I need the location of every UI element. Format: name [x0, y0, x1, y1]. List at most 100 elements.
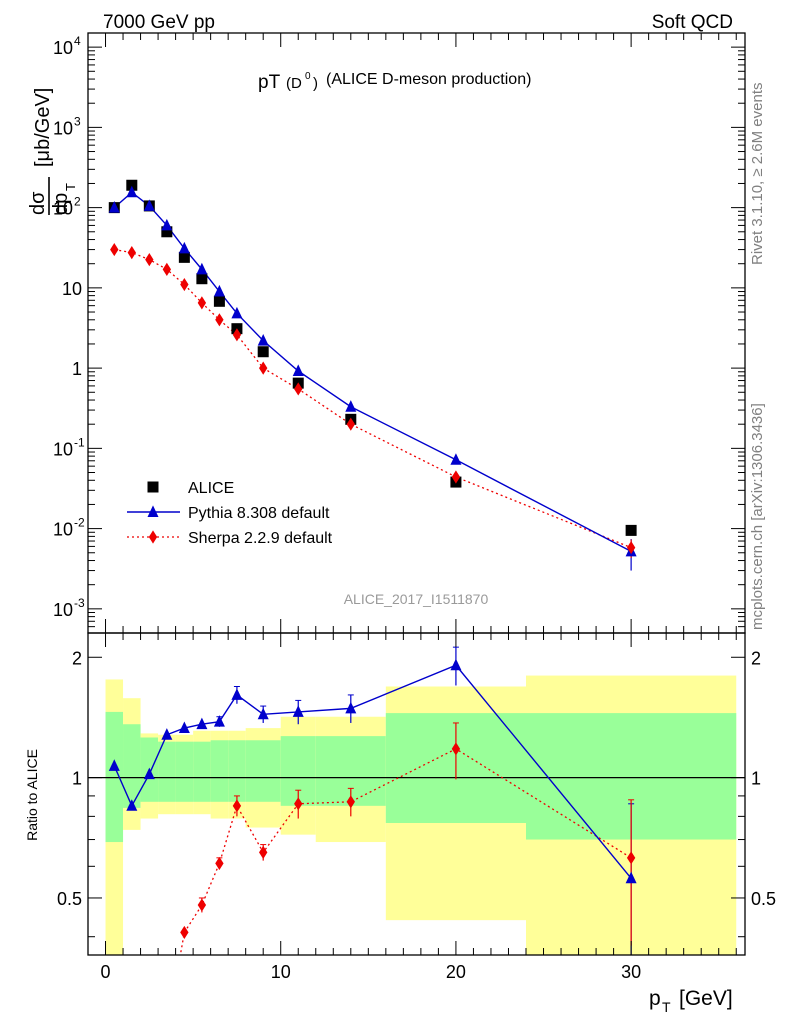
pythia-point [292, 364, 304, 376]
sherpa-point [259, 361, 268, 375]
sherpa-ratio-point [232, 799, 242, 813]
pythia-point [196, 262, 208, 275]
alice-point [178, 251, 190, 263]
ylabel-denominator: dp [50, 193, 72, 215]
pythia-point [126, 185, 138, 198]
y-tick-label-exponent: 3 [74, 114, 81, 128]
pythia-ratio-point [126, 799, 138, 811]
alice-point [257, 346, 269, 358]
legend-label: Pythia 8.308 default [188, 505, 330, 522]
sherpa-ratio-point [294, 797, 303, 811]
mcplots-label: mcplots.cern.ch [arXiv:1306.3436] [749, 403, 766, 630]
legend-label: Sherpa 2.2.9 default [188, 530, 333, 547]
y-tick-label-exponent: -1 [74, 435, 85, 449]
pythia-point [257, 334, 269, 346]
y-tick-label-exponent: -2 [74, 516, 85, 530]
ratio-y-tick-label-left: 2 [72, 648, 82, 668]
green-band-bin [245, 740, 281, 802]
pythia-ratio-point [345, 701, 357, 714]
xlabel-main: p [649, 987, 661, 1010]
main-panel [108, 179, 637, 571]
xlabel-unit: [GeV] [679, 987, 733, 1010]
sherpa-point [180, 277, 189, 292]
top-panel-frame [87, 32, 746, 634]
sherpa-ratio-point [626, 851, 636, 865]
y-tick-label-base: 10 [53, 600, 73, 620]
pythia-ratio-point [213, 715, 225, 727]
pythia-ratio-point [257, 707, 269, 720]
y-tick-label: 10 [62, 279, 82, 299]
pythia-ratio-point [178, 721, 190, 734]
y-tick-label-exponent: 2 [74, 195, 81, 209]
green-band-bin [210, 740, 229, 802]
sherpa-point [451, 470, 461, 484]
legend-marker-sherpa [148, 530, 158, 544]
sherpa-point [145, 253, 154, 267]
ratio-panel-clip-group [108, 646, 637, 955]
sherpa-ratio-point [346, 795, 355, 809]
pythia-ratio-point [108, 759, 120, 771]
sherpa-point [127, 246, 136, 260]
analysis-watermark: ALICE_2017_I1511870 [344, 591, 489, 607]
pythia-ratio-point [143, 767, 155, 780]
title-sub: (D [286, 75, 302, 92]
y-axis-title-bottom: Ratio to ALICE [24, 749, 40, 841]
sherpa-point [110, 242, 119, 257]
x-tick-label: 10 [271, 962, 291, 982]
ratio-y-tick-label-left: 1 [72, 769, 82, 789]
y-tick-label-exponent: 4 [74, 34, 81, 48]
sherpa-ratio-point [451, 742, 461, 756]
alice-point [161, 226, 173, 238]
green-band-bin [228, 740, 246, 802]
sherpa-point [626, 540, 636, 555]
pythia-point [213, 284, 225, 297]
pythia-ratio-point [231, 688, 243, 700]
ratio-y-tick-label-left: 0.5 [57, 889, 82, 909]
pythia-point [450, 453, 462, 465]
legend-marker-pythia [147, 505, 159, 517]
pythia-line [113, 191, 632, 553]
pythia-point [108, 201, 120, 213]
sherpa-ratio-point [259, 845, 268, 860]
sherpa-ratio-line [179, 748, 632, 955]
rivet-label: Rivet 3.1.10, ≥ 2.6M events [749, 83, 766, 266]
y-tick-label-base: 10 [53, 199, 73, 219]
bottom-panel-frame [87, 632, 746, 956]
ratio-uncertainty-bands [88, 675, 745, 955]
x-tick-label: 20 [446, 962, 466, 982]
pythia-ratio-point [292, 705, 304, 717]
legend-marker-alice [147, 481, 159, 493]
y-tick-label-base: 10 [53, 118, 73, 138]
title-main: pT [258, 72, 281, 93]
legend: ALICE Pythia 8.308 default Sherpa 2.2.9 de… [127, 480, 333, 547]
y-axis-title-top: dσ dp T [μb/GeV] [27, 88, 78, 215]
top-panel-clip-group [108, 179, 637, 571]
title-close: ) [313, 75, 318, 92]
x-tick-label: 0 [101, 962, 111, 982]
ratio-panel [108, 646, 637, 955]
ylabel-denominator-sub: T [63, 183, 78, 191]
green-band-bin [105, 711, 124, 843]
y-tick-label-base: 10 [53, 38, 73, 58]
sherpa-ratio-point [215, 856, 224, 871]
pythia-point [231, 306, 243, 319]
pythia-point [143, 199, 155, 211]
x-axis-title: p T [GeV] [649, 987, 733, 1015]
alice-point [196, 273, 208, 285]
sherpa-ratio-point [180, 925, 189, 940]
green-band-bin [123, 724, 141, 808]
sherpa-line [114, 248, 632, 549]
y-tick-label-base: 10 [53, 439, 73, 459]
green-band-bin [193, 741, 211, 802]
ratio-y-tick-label-right: 1 [751, 769, 761, 789]
xlabel-sub: T [662, 999, 671, 1015]
y-tick-label: 1 [72, 359, 82, 379]
ylabel-numerator: dσ [27, 191, 49, 215]
pythia-point [161, 218, 173, 231]
ylabel-unit: [μb/GeV] [32, 88, 54, 167]
pythia-ratio-point [196, 717, 208, 730]
pythia-ratio-point [625, 871, 637, 884]
plot-title: pT (D 0 ) (ALICE D-meson production) [258, 71, 531, 93]
